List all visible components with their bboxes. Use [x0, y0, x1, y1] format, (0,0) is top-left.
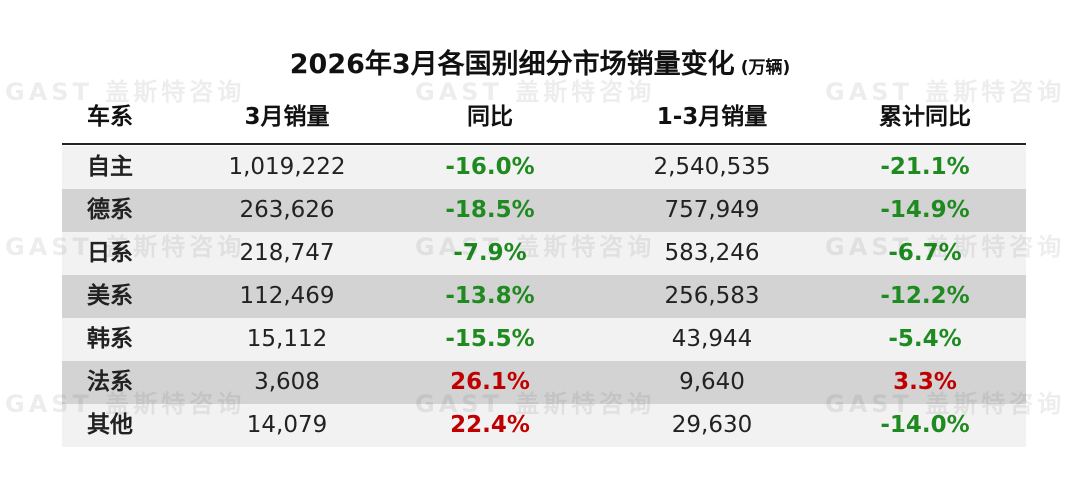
cell: -15.5% — [445, 326, 535, 352]
cell: 583,246 — [664, 240, 760, 266]
title: 2026年3月各国别细分市场销量变化 — [289, 49, 735, 80]
column-header: 车系 — [87, 104, 133, 130]
cell: 2,540,535 — [653, 154, 771, 180]
cell: 15,112 — [246, 326, 328, 352]
cell: -5.4% — [888, 326, 962, 352]
row-bg — [62, 404, 1026, 447]
cell: -18.5% — [445, 197, 535, 223]
cell: 德系 — [87, 197, 133, 223]
cell: 263,626 — [239, 197, 335, 223]
row-bg — [62, 318, 1026, 361]
column-header: 同比 — [467, 104, 513, 130]
column-header: 1-3月销量 — [656, 104, 768, 130]
title-block: 2026年3月各国别细分市场销量变化 (万辆) — [0, 42, 1080, 81]
row-bg — [62, 361, 1026, 404]
cell: -16.0% — [445, 154, 535, 180]
cell: 43,944 — [671, 326, 753, 352]
cell: 112,469 — [239, 283, 335, 309]
cell: 29,630 — [671, 412, 753, 438]
cell: 14,079 — [246, 412, 328, 438]
cell: -14.0% — [880, 412, 970, 438]
cell: 自主 — [87, 154, 133, 180]
cell: 美系 — [87, 283, 133, 309]
cell: 3,608 — [254, 369, 320, 395]
cell: 22.4% — [450, 412, 530, 438]
row-bg — [62, 146, 1026, 189]
cell: 256,583 — [664, 283, 760, 309]
cell: 法系 — [87, 369, 133, 395]
column-header: 3月销量 — [244, 104, 330, 130]
cell: 218,747 — [239, 240, 335, 266]
cell: 3.3% — [893, 369, 957, 395]
row-bg — [62, 189, 1026, 232]
column-header: 累计同比 — [879, 104, 971, 130]
cell: 其他 — [87, 412, 133, 438]
cell: 1,019,222 — [228, 154, 346, 180]
cell: 日系 — [87, 240, 133, 266]
row-bg — [62, 232, 1026, 275]
cell: 26.1% — [450, 369, 530, 395]
cell: -7.9% — [453, 240, 527, 266]
header-rule — [62, 143, 1026, 145]
unit: (万辆) — [740, 58, 791, 78]
cell: -14.9% — [880, 197, 970, 223]
cell: -6.7% — [888, 240, 962, 266]
row-bg — [62, 275, 1026, 318]
cell: 9,640 — [679, 369, 745, 395]
cell: -13.8% — [445, 283, 535, 309]
cell: -21.1% — [880, 154, 970, 180]
cell: -12.2% — [880, 283, 970, 309]
cell: 757,949 — [664, 197, 760, 223]
cell: 韩系 — [87, 326, 133, 352]
